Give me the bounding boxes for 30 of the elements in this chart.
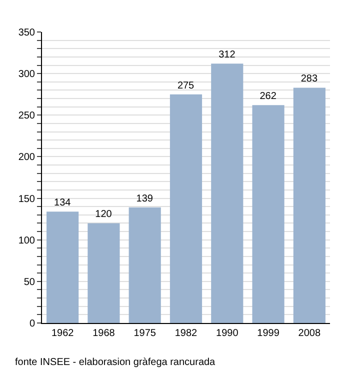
y-tick-label: 300 <box>18 69 36 80</box>
x-tick-label: 1962 <box>51 328 74 339</box>
bar <box>211 64 244 323</box>
x-tick-label: 2008 <box>298 328 321 339</box>
data-label: 283 <box>300 74 318 85</box>
bar <box>46 212 79 323</box>
y-tick-label: 250 <box>18 110 36 122</box>
data-label: 139 <box>136 193 154 204</box>
x-tick-label: 1982 <box>174 328 198 339</box>
y-tick-label: 350 <box>18 28 36 38</box>
bar <box>252 105 284 323</box>
data-label: 275 <box>177 80 195 92</box>
x-tick-label: 1975 <box>134 328 156 339</box>
x-tick-label: 1968 <box>92 328 116 339</box>
bar <box>88 223 120 323</box>
bar <box>128 207 161 323</box>
x-tick-label: 1999 <box>257 328 280 339</box>
bar <box>170 94 202 323</box>
data-label: 120 <box>95 209 112 220</box>
y-tick-label: 100 <box>18 235 36 246</box>
bar <box>293 88 326 323</box>
data-label: 262 <box>260 91 277 102</box>
source-note: fonte INSEE - elaborasion gràfega rancurada <box>15 357 216 368</box>
data-label: 134 <box>54 198 72 209</box>
data-label: 312 <box>218 50 236 61</box>
y-tick-label: 50 <box>24 276 36 288</box>
y-tick-label: 200 <box>18 152 36 164</box>
y-tick-label: 0 <box>29 318 36 330</box>
y-tick-label: 150 <box>18 194 36 205</box>
x-tick-label: 1990 <box>216 328 239 339</box>
